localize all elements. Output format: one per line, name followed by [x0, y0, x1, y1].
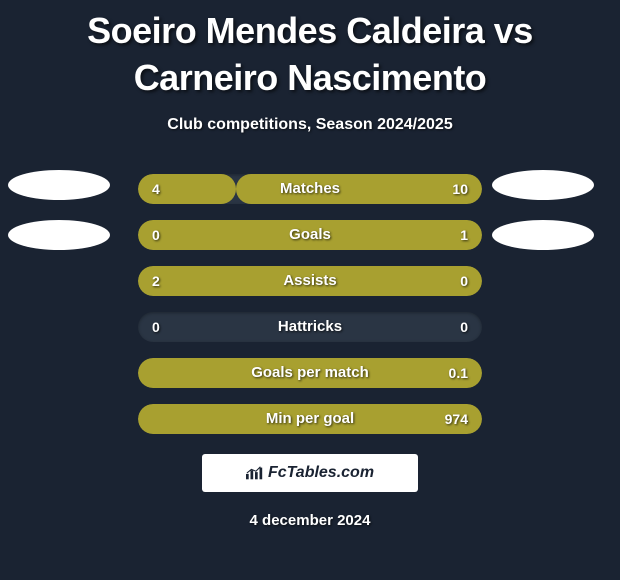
page-title: Soeiro Mendes Caldeira vs Carneiro Nasci…	[0, 0, 620, 102]
stat-row: Goals per match0.1	[0, 356, 620, 390]
chart-icon	[246, 466, 264, 480]
stat-label: Assists	[138, 266, 482, 296]
stat-value-right: 0	[460, 266, 468, 296]
stat-value-left: 2	[152, 266, 160, 296]
stat-value-right: 1	[460, 220, 468, 250]
stat-row: Hattricks0 0	[0, 310, 620, 344]
brand-logo: FcTables.com	[202, 454, 418, 492]
stat-row: Min per goal974	[0, 402, 620, 436]
stat-bar-track: Matches4 10	[138, 174, 482, 204]
player-avatar-left	[8, 220, 110, 250]
footer-date: 4 december 2024	[0, 512, 620, 529]
player-avatar-right	[492, 170, 594, 200]
player-avatar-right	[492, 220, 594, 250]
brand-text: FcTables.com	[268, 464, 374, 482]
stat-label: Matches	[138, 174, 482, 204]
season-subtitle: Club competitions, Season 2024/2025	[0, 116, 620, 134]
stat-value-left: 0	[152, 312, 160, 342]
stat-label: Goals per match	[138, 358, 482, 388]
stat-rows: Matches410Goals01Assists20Hattricks00Goa…	[0, 172, 620, 436]
stat-bar-track: Goals0 1	[138, 220, 482, 250]
stat-value-left: 4	[152, 174, 160, 204]
stat-bar-track: Assists2 0	[138, 266, 482, 296]
stat-row: Assists2 0	[0, 264, 620, 298]
player-avatar-left	[8, 170, 110, 200]
stat-value-left: 0	[152, 220, 160, 250]
stat-label: Min per goal	[138, 404, 482, 434]
stat-value-right: 0	[460, 312, 468, 342]
stat-bar-track: Hattricks0 0	[138, 312, 482, 342]
stat-bar-track: Goals per match0.1	[138, 358, 482, 388]
stat-value-right: 10	[452, 174, 468, 204]
stat-value-right: 0.1	[449, 358, 468, 388]
stat-bar-track: Min per goal974	[138, 404, 482, 434]
stat-label: Hattricks	[138, 312, 482, 342]
stat-label: Goals	[138, 220, 482, 250]
stat-row: Goals0 1	[0, 218, 620, 252]
stat-row: Matches4 10	[0, 172, 620, 206]
stat-value-right: 974	[445, 404, 468, 434]
